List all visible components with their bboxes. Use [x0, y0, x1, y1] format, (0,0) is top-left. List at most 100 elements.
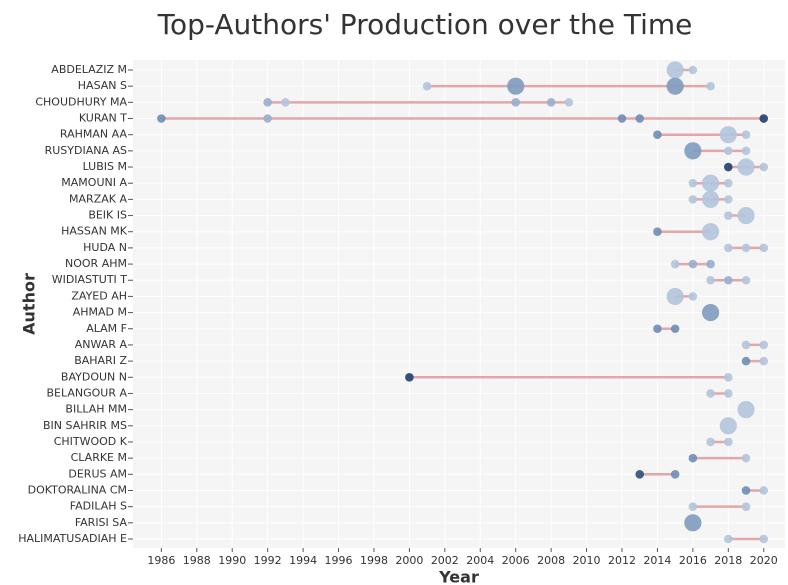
bubble [724, 178, 733, 188]
y-tick-label: HASAN S [78, 79, 127, 92]
bubble [759, 114, 769, 123]
y-tick-label: DERUS AM [68, 467, 127, 480]
bubble [741, 275, 751, 285]
y-tick-label: WIDIASTUTI T [52, 273, 128, 286]
x-tick-label: 1996 [325, 554, 353, 567]
y-axis-title: Author [20, 273, 39, 335]
bubble [737, 206, 755, 225]
bubble [688, 259, 698, 269]
bubble [688, 178, 698, 188]
y-tick-label: BELANGOUR A [46, 386, 127, 399]
bubble [405, 372, 414, 382]
y-tick-label: BAHARI Z [74, 354, 127, 367]
bubble [741, 453, 751, 463]
bubble [263, 98, 272, 107]
bubble [741, 486, 751, 495]
bubble [635, 114, 645, 123]
chart-title: Top-Authors' Production over the Time [157, 8, 693, 41]
bubble [635, 470, 645, 479]
bubble [724, 534, 733, 544]
y-tick-label: RAHMAN AA [60, 128, 128, 141]
x-tick-label: 1986 [147, 554, 175, 567]
bubble [719, 417, 737, 435]
bubble [724, 275, 733, 285]
y-tick-label: FARISI SA [75, 516, 128, 529]
bubble [670, 259, 680, 269]
bubble [741, 340, 751, 350]
bubble [653, 227, 662, 237]
y-tick-label: BEIK IS [88, 209, 127, 222]
bubble [263, 114, 272, 123]
bubble [706, 259, 715, 269]
bubble [759, 534, 769, 544]
bubble [666, 61, 684, 79]
bubble [724, 146, 733, 156]
bubble [724, 372, 733, 382]
bubble [688, 65, 698, 75]
y-tick-label: NOOR AHM [65, 257, 127, 270]
y-tick-label: AHMAD M [73, 306, 127, 319]
bubble [759, 356, 769, 366]
y-tick-label: BIN SAHRIR MS [43, 419, 127, 432]
bubble [670, 324, 680, 334]
bubble [688, 195, 698, 204]
bubble [759, 162, 769, 172]
y-tick-label: MAMOUNI A [61, 176, 127, 189]
bubble [511, 98, 520, 107]
bubble [701, 303, 720, 322]
bubble [706, 81, 715, 91]
y-tick-label: BILLAH MM [65, 403, 127, 416]
y-tick-label: CHOUDHURY MA [35, 95, 127, 108]
y-tick-label: ABDELAZIZ M [51, 63, 127, 76]
x-tick-label: 2008 [537, 554, 565, 567]
x-tick-label: 2018 [714, 554, 742, 567]
x-tick-label: 1990 [218, 554, 246, 567]
bubble [653, 324, 662, 334]
bubble [684, 514, 702, 532]
bubble [759, 340, 769, 350]
y-tick-label: ANWAR A [75, 338, 128, 351]
bubble [759, 486, 769, 495]
y-tick-label: CLARKE M [71, 451, 127, 464]
bubble [724, 389, 733, 398]
bubble [653, 130, 662, 139]
y-tick-label: MARZAK A [69, 192, 127, 205]
x-tick-label: 1992 [254, 554, 282, 567]
bubble [719, 126, 737, 144]
y-tick-label: ZAYED AH [71, 289, 127, 302]
bubble [737, 158, 755, 176]
y-tick-label: HASSAN MK [61, 225, 128, 238]
y-tick-label: KURAN T [79, 112, 127, 125]
bubble [706, 389, 715, 398]
y-tick-label: HALIMATUSADIAH E [18, 532, 127, 545]
x-tick-label: 1998 [360, 554, 388, 567]
x-tick-label: 2014 [643, 554, 671, 567]
x-tick-label: 2002 [431, 554, 459, 567]
bubble [706, 275, 715, 285]
bubble [724, 437, 733, 447]
bubble [281, 98, 290, 107]
bubble [422, 81, 432, 91]
x-tick-label: 2020 [750, 554, 778, 567]
bubble [617, 114, 627, 123]
x-tick-label: 2006 [502, 554, 530, 567]
bubble [741, 356, 751, 366]
x-tick-label: 2010 [573, 554, 601, 567]
bubble [741, 502, 751, 511]
bubble [688, 292, 698, 301]
bubble [688, 502, 698, 511]
bubble [724, 195, 733, 204]
x-tick-label: 1994 [289, 554, 317, 567]
bubble [507, 77, 525, 95]
bubble [706, 437, 715, 447]
bubble [684, 142, 702, 160]
bubble [666, 287, 684, 306]
y-tick-label: CHITWOOD K [54, 435, 128, 448]
bubble [741, 130, 751, 139]
x-tick-label: 2016 [679, 554, 707, 567]
bubble [670, 470, 680, 479]
x-axis-title: Year [438, 568, 479, 585]
bubble [741, 146, 751, 156]
y-tick-label: LUBIS M [83, 160, 127, 173]
